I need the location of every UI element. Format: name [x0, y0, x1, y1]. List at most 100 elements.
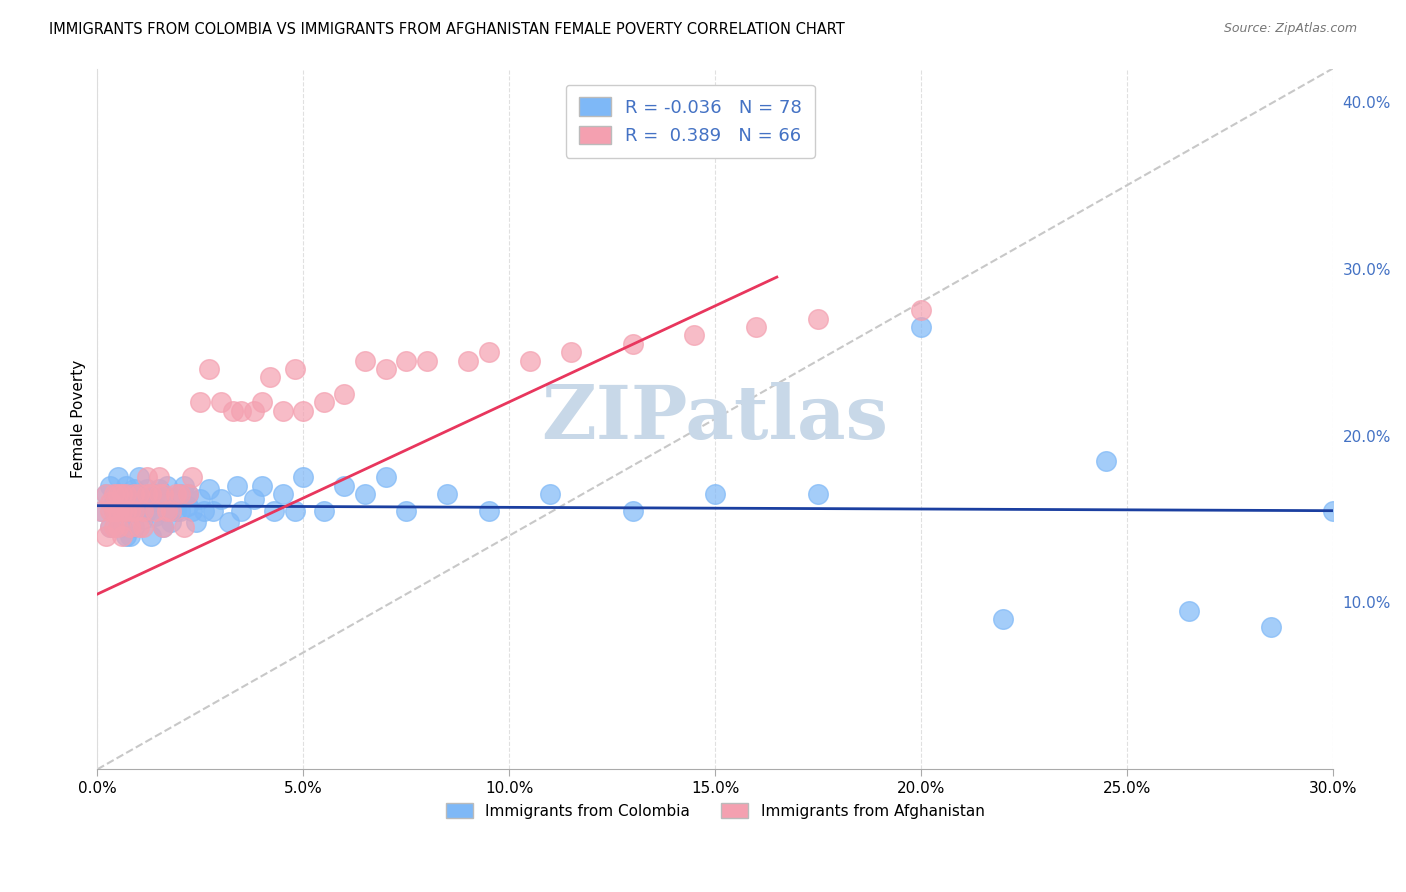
Point — [177, 487, 200, 501]
Point — [90, 504, 112, 518]
Point — [107, 495, 129, 509]
Point — [107, 520, 129, 534]
Point — [250, 395, 273, 409]
Point — [201, 504, 224, 518]
Point — [128, 487, 150, 501]
Point — [292, 403, 315, 417]
Point — [103, 487, 125, 501]
Point — [910, 320, 932, 334]
Point — [128, 470, 150, 484]
Point — [188, 491, 211, 506]
Legend: Immigrants from Colombia, Immigrants from Afghanistan: Immigrants from Colombia, Immigrants fro… — [440, 797, 991, 825]
Point — [124, 487, 146, 501]
Point — [120, 504, 142, 518]
Point — [395, 504, 418, 518]
Point — [148, 487, 170, 501]
Point — [111, 520, 134, 534]
Point — [181, 504, 204, 518]
Point — [226, 478, 249, 492]
Point — [131, 520, 153, 534]
Point — [143, 487, 166, 501]
Point — [416, 353, 439, 368]
Point — [115, 487, 138, 501]
Point — [143, 508, 166, 523]
Point — [160, 491, 183, 506]
Point — [621, 336, 644, 351]
Point — [1260, 620, 1282, 634]
Point — [94, 487, 117, 501]
Point — [250, 478, 273, 492]
Point — [152, 520, 174, 534]
Point — [284, 504, 307, 518]
Point — [115, 478, 138, 492]
Point — [111, 487, 134, 501]
Point — [98, 478, 121, 492]
Point — [477, 345, 499, 359]
Point — [111, 504, 134, 518]
Point — [156, 504, 179, 518]
Point — [165, 504, 187, 518]
Point — [243, 403, 266, 417]
Point — [222, 403, 245, 417]
Point — [131, 512, 153, 526]
Point — [177, 499, 200, 513]
Point — [186, 516, 208, 530]
Point — [312, 504, 335, 518]
Point — [124, 520, 146, 534]
Point — [333, 478, 356, 492]
Point — [107, 470, 129, 484]
Point — [354, 353, 377, 368]
Point — [139, 495, 162, 509]
Point — [181, 470, 204, 484]
Point — [107, 487, 129, 501]
Point — [160, 504, 183, 518]
Point — [152, 491, 174, 506]
Point — [103, 504, 125, 518]
Point — [98, 504, 121, 518]
Point — [354, 487, 377, 501]
Point — [271, 403, 294, 417]
Point — [807, 311, 830, 326]
Point — [165, 487, 187, 501]
Point — [156, 504, 179, 518]
Point — [128, 487, 150, 501]
Point — [259, 370, 281, 384]
Point — [621, 504, 644, 518]
Point — [111, 504, 134, 518]
Point — [271, 487, 294, 501]
Point — [107, 504, 129, 518]
Y-axis label: Female Poverty: Female Poverty — [72, 359, 86, 478]
Point — [103, 504, 125, 518]
Point — [124, 482, 146, 496]
Point — [193, 504, 215, 518]
Point — [94, 487, 117, 501]
Point — [436, 487, 458, 501]
Point — [209, 395, 232, 409]
Point — [284, 362, 307, 376]
Point — [374, 470, 396, 484]
Point — [374, 362, 396, 376]
Point — [131, 491, 153, 506]
Point — [160, 516, 183, 530]
Point — [177, 487, 200, 501]
Point — [292, 470, 315, 484]
Point — [231, 504, 253, 518]
Point — [704, 487, 727, 501]
Point — [115, 529, 138, 543]
Point — [807, 487, 830, 501]
Point — [103, 520, 125, 534]
Point — [115, 504, 138, 518]
Point — [560, 345, 582, 359]
Point — [231, 403, 253, 417]
Point — [120, 529, 142, 543]
Point — [111, 487, 134, 501]
Point — [457, 353, 479, 368]
Text: IMMIGRANTS FROM COLOMBIA VS IMMIGRANTS FROM AFGHANISTAN FEMALE POVERTY CORRELATI: IMMIGRANTS FROM COLOMBIA VS IMMIGRANTS F… — [49, 22, 845, 37]
Point — [197, 362, 219, 376]
Point — [197, 482, 219, 496]
Point — [745, 320, 768, 334]
Point — [90, 504, 112, 518]
Point — [128, 504, 150, 518]
Point — [128, 520, 150, 534]
Point — [156, 478, 179, 492]
